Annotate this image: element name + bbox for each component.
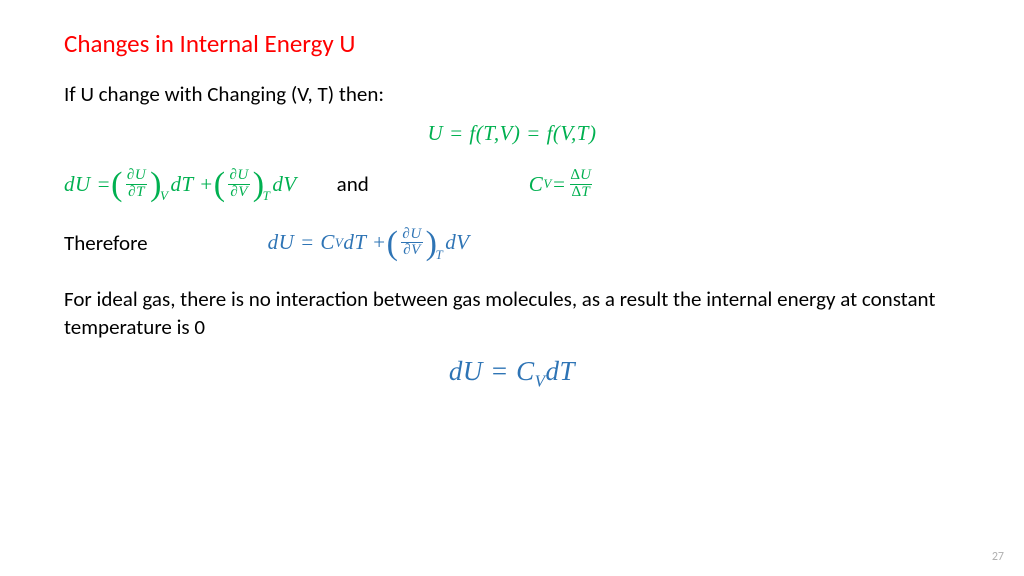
cv-den: ∆T: [570, 184, 593, 201]
cv-num: ∆U: [568, 168, 593, 184]
intro-line: If U change with Changing (V, T) then:: [64, 81, 960, 107]
cv-C: C: [529, 172, 544, 197]
frac-dU-dV-2: ∂U ∂V: [400, 227, 423, 260]
frac-dU-dV: ∂U ∂V: [228, 168, 251, 201]
equation-final: dU = CVdT: [64, 356, 960, 391]
den2: ∂V: [228, 184, 250, 201]
eq1-text: U = f(T,V) = f(V,T): [428, 121, 597, 145]
slide-title: Changes in Internal Energy U: [64, 28, 960, 59]
frac-dU-dT-cv: ∆U ∆T: [568, 168, 593, 201]
cv-eq: =: [552, 172, 567, 197]
therefore-row: Therefore dU = CV dT + ( ∂U ∂V ) T dV: [64, 227, 960, 260]
dT-term: dT +: [170, 172, 213, 197]
equation-u-function: U = f(T,V) = f(V,T): [64, 121, 960, 146]
eq3-prefix: dU = C: [268, 230, 335, 255]
num2: ∂U: [228, 168, 251, 184]
ideal-gas-text: For ideal gas, there is no interaction b…: [64, 285, 960, 342]
equation-du-cv: dU = CV dT + ( ∂U ∂V ) T dV: [268, 227, 470, 260]
equation-row-du-cv: dU = ( ∂U ∂T ) V dT + ( ∂U ∂V ) T dV and…: [64, 168, 960, 201]
sub-t-1: T: [263, 188, 271, 204]
final-lhs: dU = C: [449, 356, 535, 386]
final-sub: V: [535, 371, 546, 390]
lparen-2: (: [214, 173, 226, 197]
dV-term-2: dV: [445, 230, 469, 255]
equation-du-differential: dU = ( ∂U ∂T ) V dT + ( ∂U ∂V ) T dV: [64, 168, 297, 201]
final-rhs: dT: [546, 356, 576, 386]
sub-v-1: V: [160, 188, 168, 204]
therefore-label: Therefore: [64, 230, 148, 256]
and-label: and: [337, 171, 369, 197]
dV-term: dV: [272, 172, 296, 197]
eq3-sub: V: [335, 235, 343, 251]
du-eq: dU =: [64, 172, 111, 197]
cv-sub: V: [543, 176, 551, 192]
num3: ∂U: [400, 227, 423, 243]
lparen-1: (: [111, 173, 123, 197]
num1: ∂U: [125, 168, 148, 184]
eq3-mid: dT +: [343, 230, 386, 255]
page-number: 27: [992, 550, 1004, 564]
lparen-3: (: [387, 232, 399, 256]
slide-content: Changes in Internal Energy U If U change…: [0, 0, 1024, 576]
sub-t-2: T: [436, 247, 444, 263]
den3: ∂V: [401, 242, 423, 259]
frac-dU-dT: ∂U ∂T: [125, 168, 148, 201]
den1: ∂T: [126, 184, 147, 201]
equation-cv-definition: CV = ∆U ∆T: [529, 168, 596, 201]
